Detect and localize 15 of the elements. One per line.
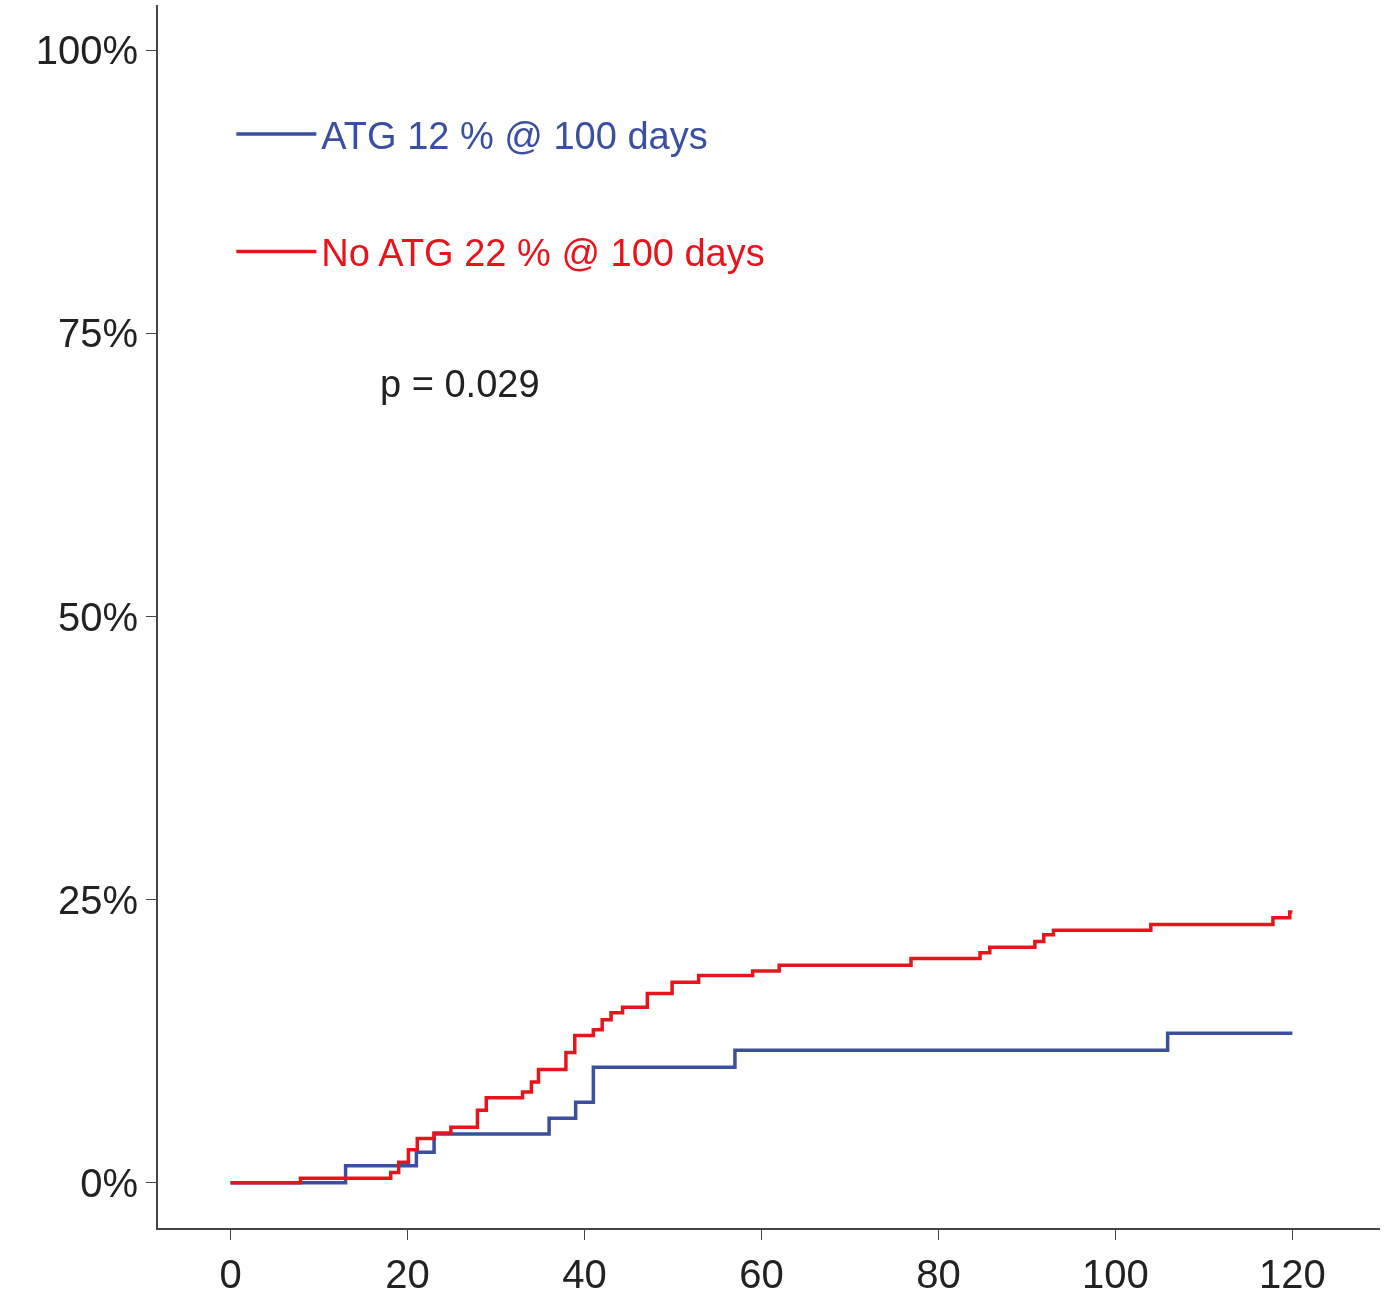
x-tick-label: 60: [739, 1252, 784, 1296]
x-tick-label: 120: [1259, 1252, 1326, 1296]
legend-label: No ATG 22 % @ 100 days: [321, 232, 765, 275]
y-tick-label: 75%: [57, 311, 138, 356]
x-tick-label: 100: [1082, 1252, 1149, 1296]
annotation: p = 0.029: [380, 363, 540, 405]
legend-label: ATG 12 % @ 100 days: [321, 114, 708, 157]
x-tick-label: 20: [385, 1252, 430, 1296]
y-tick-label: 0%: [80, 1160, 138, 1205]
x-tick-label: 0: [219, 1252, 242, 1296]
y-tick-label: 25%: [57, 877, 138, 922]
y-tick-label: 100%: [35, 28, 138, 73]
y-tick-label: 50%: [57, 594, 138, 639]
x-tick-label: 80: [916, 1252, 961, 1296]
x-tick-label: 40: [562, 1252, 607, 1296]
